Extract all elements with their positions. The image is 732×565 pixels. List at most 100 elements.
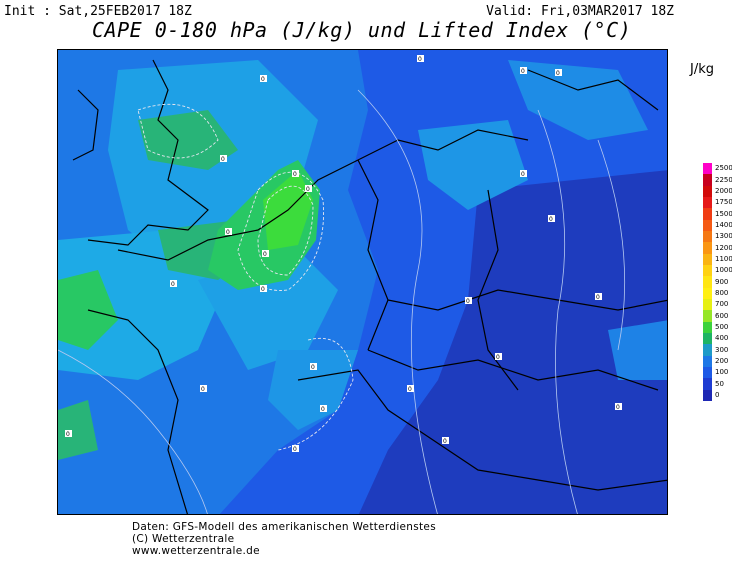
- contour-label: 0: [293, 446, 297, 453]
- legend-unit: J/kg: [690, 62, 714, 77]
- legend-swatch: [703, 231, 712, 243]
- contour-label: 0: [443, 438, 447, 445]
- legend-swatch: [703, 333, 712, 345]
- coastline-north: [117, 129, 529, 261]
- contour-label: 0: [616, 404, 620, 411]
- legend-swatch: [703, 253, 712, 266]
- contour-line-1: [277, 337, 354, 451]
- contour-label: 0: [201, 386, 205, 393]
- legend-swatch: [703, 276, 712, 289]
- contour-label: 0: [549, 216, 553, 223]
- contour-line-4: [597, 139, 626, 351]
- legend-label: 900: [715, 277, 729, 286]
- contour-label: 0: [466, 298, 470, 305]
- coastline-baltic: [527, 69, 659, 111]
- contour-label: 0: [556, 70, 560, 77]
- border-germany-east: [477, 189, 519, 391]
- legend-label: 2500: [715, 164, 732, 173]
- legend-swatch: [703, 299, 712, 311]
- legend-swatch: [703, 389, 712, 402]
- legend-swatch: [703, 242, 712, 255]
- legend-label: 1750: [715, 198, 732, 207]
- legend-label: 2250: [715, 175, 732, 184]
- contour-label: 0: [261, 76, 265, 83]
- footer-url: www.wetterzentrale.de: [132, 545, 260, 557]
- legend-swatch: [703, 355, 712, 368]
- region-green-spain: [58, 400, 98, 460]
- coastline-ireland: [72, 89, 99, 161]
- coastline-france-west: [87, 309, 189, 514]
- contour-line-5: [58, 349, 208, 514]
- coastlines: [72, 59, 667, 514]
- contour-label: 0: [221, 156, 225, 163]
- legend-label: 1400: [715, 220, 732, 229]
- legend-label: 1200: [715, 243, 732, 252]
- legend-label: 700: [715, 300, 729, 309]
- region-cyan-alps: [268, 350, 358, 430]
- legend-swatch: [703, 174, 712, 187]
- legend-swatch: [703, 185, 712, 198]
- contour-ring-2: [257, 185, 314, 276]
- contour-line-3: [537, 109, 578, 514]
- legend-label: 300: [715, 345, 729, 354]
- legend-swatch: [703, 367, 712, 379]
- legend-label: 100: [715, 368, 729, 377]
- contour-label: 0: [521, 68, 525, 75]
- legend-label: 400: [715, 334, 729, 343]
- valid-time: Valid: Fri,03MAR2017 18Z: [486, 4, 674, 19]
- region-cyan-east: [608, 320, 667, 380]
- contour-ring-3: [137, 103, 219, 159]
- legend-label: 1100: [715, 254, 732, 263]
- contour-label: 0: [171, 281, 175, 288]
- init-time: Init : Sat,25FEB2017 18Z: [4, 4, 192, 19]
- coastline-south: [297, 369, 667, 491]
- border-alps: [367, 349, 659, 391]
- contour-label: 0: [596, 294, 600, 301]
- region-cyan-baltic: [418, 120, 528, 210]
- legend-label: 0: [715, 390, 720, 399]
- region-deep-blue: [358, 170, 667, 514]
- contour-label: 0: [408, 386, 412, 393]
- legend-label: 800: [715, 288, 729, 297]
- legend-swatch: [703, 197, 712, 209]
- weather-map: 0 0 0 0 0 0 0 0 0 0 0 0 0 0 0 0 0 0 0 0 …: [57, 49, 668, 515]
- contour-label: 0: [311, 364, 315, 371]
- legend-swatch: [703, 219, 712, 232]
- legend-swatch: [703, 163, 712, 175]
- footer-source: Daten: GFS-Modell des amerikanischen Wet…: [132, 521, 436, 533]
- legend-swatch: [703, 265, 712, 277]
- legend-label: 2000: [715, 186, 732, 195]
- region-cyan-northeast: [508, 60, 648, 140]
- legend-label: 500: [715, 322, 729, 331]
- legend-swatch: [703, 208, 712, 221]
- coastline-britain: [87, 59, 209, 246]
- contour-labels: 0 0 0 0 0 0 0 0 0 0 0 0 0 0 0 0 0 0 0 0 …: [65, 55, 622, 453]
- map-title: CAPE 0-180 hPa (J/kg) und Lifted Index (…: [92, 18, 632, 42]
- legend-swatch: [703, 310, 712, 323]
- contour-label: 0: [321, 406, 325, 413]
- contour-label: 0: [496, 354, 500, 361]
- lifted-index-contours-solid: [58, 89, 626, 514]
- contour-label: 0: [418, 56, 422, 63]
- legend-swatch: [703, 321, 712, 334]
- contour-label: 0: [66, 431, 70, 438]
- footer-copyright: (C) Wetterzentrale: [132, 533, 235, 545]
- contour-label: 0: [263, 251, 267, 258]
- legend-label: 50: [715, 379, 724, 388]
- legend-swatch: [703, 378, 712, 391]
- contour-label: 0: [306, 186, 310, 193]
- border-germany-west: [357, 159, 389, 351]
- contour-label: 0: [293, 171, 297, 178]
- legend-label: 1000: [715, 266, 732, 275]
- contour-line-2: [357, 89, 438, 514]
- contour-label: 0: [521, 171, 525, 178]
- legend-label: 1300: [715, 232, 732, 241]
- border-central: [387, 289, 667, 311]
- legend-label: 1500: [715, 209, 732, 218]
- legend-swatch: [703, 344, 712, 357]
- legend-swatch: [703, 287, 712, 300]
- legend-label: 200: [715, 356, 729, 365]
- contour-label: 0: [226, 229, 230, 236]
- contour-label: 0: [261, 286, 265, 293]
- color-legend: 2500 2250 2000 1750 1500 1400 1300 1200 1100 1000…: [703, 163, 732, 402]
